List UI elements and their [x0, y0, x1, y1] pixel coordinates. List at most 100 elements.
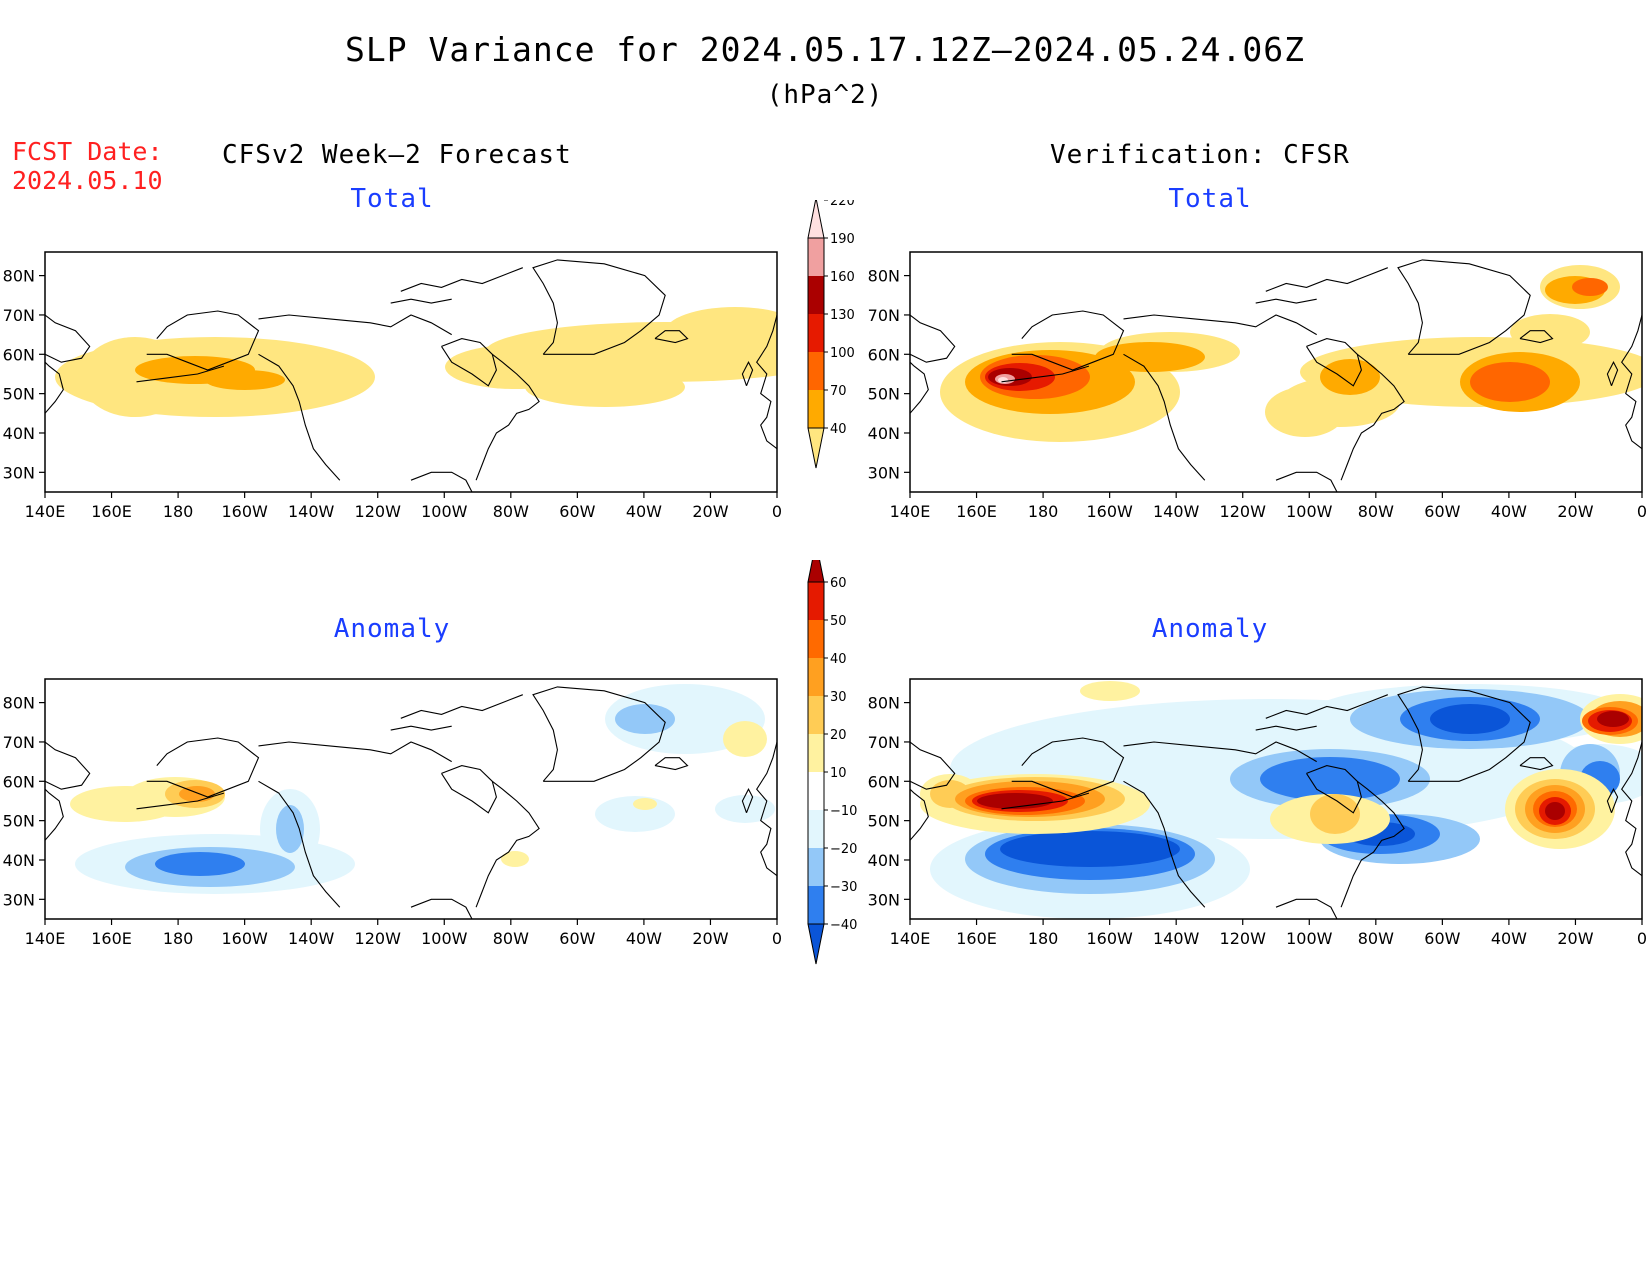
lon-label: 160E: [956, 929, 997, 948]
shade-va-37: [1545, 802, 1565, 820]
shade-va-22: [1080, 681, 1140, 701]
colorbar-segment: [808, 886, 824, 924]
coastline-va-1: [910, 788, 929, 841]
shade-vt-4: [1510, 314, 1590, 350]
coastline-ft-6: [441, 338, 497, 387]
shade-fa-15: [501, 851, 529, 867]
lon-label: 120W: [355, 929, 402, 948]
colorbar-label: 100: [830, 346, 855, 361]
subtitle-verif-total: Total: [1168, 184, 1252, 214]
lon-label: 0: [1637, 502, 1647, 521]
map-frame: [44, 251, 778, 493]
lat-label: 80N: [868, 267, 900, 286]
lon-label: 80W: [1358, 502, 1394, 521]
shade-fa-8: [155, 852, 245, 876]
colorbar-total: 40 70 100 130 160 190 220: [807, 200, 855, 469]
colorbar-segment: [808, 314, 824, 352]
lon-label: 40W: [1491, 502, 1527, 521]
coastline-vt-4: [1123, 353, 1206, 481]
colorbar-segment: [808, 352, 824, 390]
coastline-vt-13: [1621, 314, 1642, 450]
lat-label: 60N: [3, 772, 35, 791]
forecast-date-value: 2024.05.10: [12, 166, 163, 195]
lat-label: 70N: [3, 733, 35, 752]
colorbar-label: 20: [830, 728, 847, 743]
lon-label: 180: [1028, 929, 1059, 948]
shade-ft-5: [665, 307, 777, 357]
shade-fa-14: [633, 798, 657, 810]
colorbar-label: 130: [830, 308, 855, 323]
lon-label: 100W: [1286, 929, 1333, 948]
colorbar-label: 160: [830, 270, 855, 285]
lat-label: 60N: [868, 772, 900, 791]
coastline-fa-10: [400, 694, 523, 719]
lat-label: 50N: [3, 812, 35, 831]
lon-label: 160E: [91, 502, 132, 521]
shade-vt-6: [1265, 387, 1345, 437]
shade-va-24: [1310, 794, 1360, 834]
coastline-ft-5: [258, 314, 452, 336]
coastline-fa-12: [654, 757, 689, 771]
shade-vt-8: [1095, 342, 1205, 372]
shade-vt-13: [1470, 362, 1550, 402]
lat-label: 30N: [868, 463, 900, 482]
coastline-fa-0: [45, 741, 91, 790]
coastline-vt-11: [1255, 298, 1317, 304]
coastline-vt-2: [1011, 310, 1125, 371]
forecast-date: FCST Date: 2024.05.10: [12, 137, 163, 195]
colorbar-segment: [808, 276, 824, 314]
colorbar-bottom-arrow: [807, 427, 825, 469]
map-verif-anomaly: 80N 70N 60N 50N 40N 30N 140E 160E 180 160W 140W 120…: [868, 678, 1647, 948]
lon-label: 20W: [692, 502, 728, 521]
coastline-va-2: [1011, 737, 1125, 798]
lat-label: 80N: [3, 694, 35, 713]
lat-label: 50N: [868, 812, 900, 831]
colorbar-top-arrow: [807, 200, 825, 239]
coastline-vt-7: [1340, 353, 1405, 481]
lon-label: 0: [1637, 929, 1647, 948]
lat-label: 70N: [868, 306, 900, 325]
coastline-fa-11: [390, 725, 452, 731]
colorbar-label: 10: [830, 766, 847, 781]
coastline-va-7: [1340, 780, 1405, 908]
colorbar-label: 60: [830, 576, 847, 591]
shade-vt-14: [1572, 278, 1608, 296]
lon-label: 160E: [91, 929, 132, 948]
map-frame: [44, 678, 778, 920]
lon-label: 20W: [1557, 929, 1593, 948]
lon-label: 0: [772, 502, 782, 521]
lon-label: 80W: [1358, 929, 1394, 948]
coastline-ft-8: [410, 471, 473, 492]
coastline-ft-4: [258, 353, 341, 481]
colorbar-segment: [808, 848, 824, 886]
colorbar-label: −40: [830, 918, 857, 933]
shade-va-15: [1430, 704, 1510, 734]
lon-label: 140E: [890, 502, 931, 521]
lon-label: 140E: [890, 929, 931, 948]
coastline-vt-0: [910, 314, 956, 363]
lon-label: 40W: [1491, 929, 1527, 948]
lon-label: 100W: [1286, 502, 1333, 521]
lon-label: 180: [163, 929, 194, 948]
coastline-ft-10: [400, 267, 523, 292]
colorbar-segment: [808, 390, 824, 428]
lat-label: 30N: [3, 463, 35, 482]
map-forecast-anomaly: 80N 70N 60N 50N 40N 30N 140E 160E 180 160W 140W 120…: [3, 678, 782, 948]
coastline-ft-7: [475, 353, 540, 481]
lon-label: 80W: [493, 502, 529, 521]
subtitle-forecast-total: Total: [350, 184, 434, 214]
right-header: Verification: CFSR: [1050, 140, 1350, 170]
lon-label: 140E: [25, 929, 66, 948]
coastline-va-6: [1306, 765, 1362, 814]
lon-label: 160W: [221, 502, 268, 521]
coastline-va-10: [1265, 694, 1388, 719]
lat-label: 60N: [3, 345, 35, 364]
coastline-va-4: [1123, 780, 1206, 908]
coastline-fa-7: [475, 780, 540, 908]
colorbar-segment: [808, 810, 824, 848]
lon-label: 60W: [559, 929, 595, 948]
shade-ft-4: [445, 345, 585, 389]
colorbar-label: 40: [830, 422, 847, 437]
lon-label: 140W: [288, 502, 335, 521]
coastline-vt-9: [1397, 259, 1531, 355]
